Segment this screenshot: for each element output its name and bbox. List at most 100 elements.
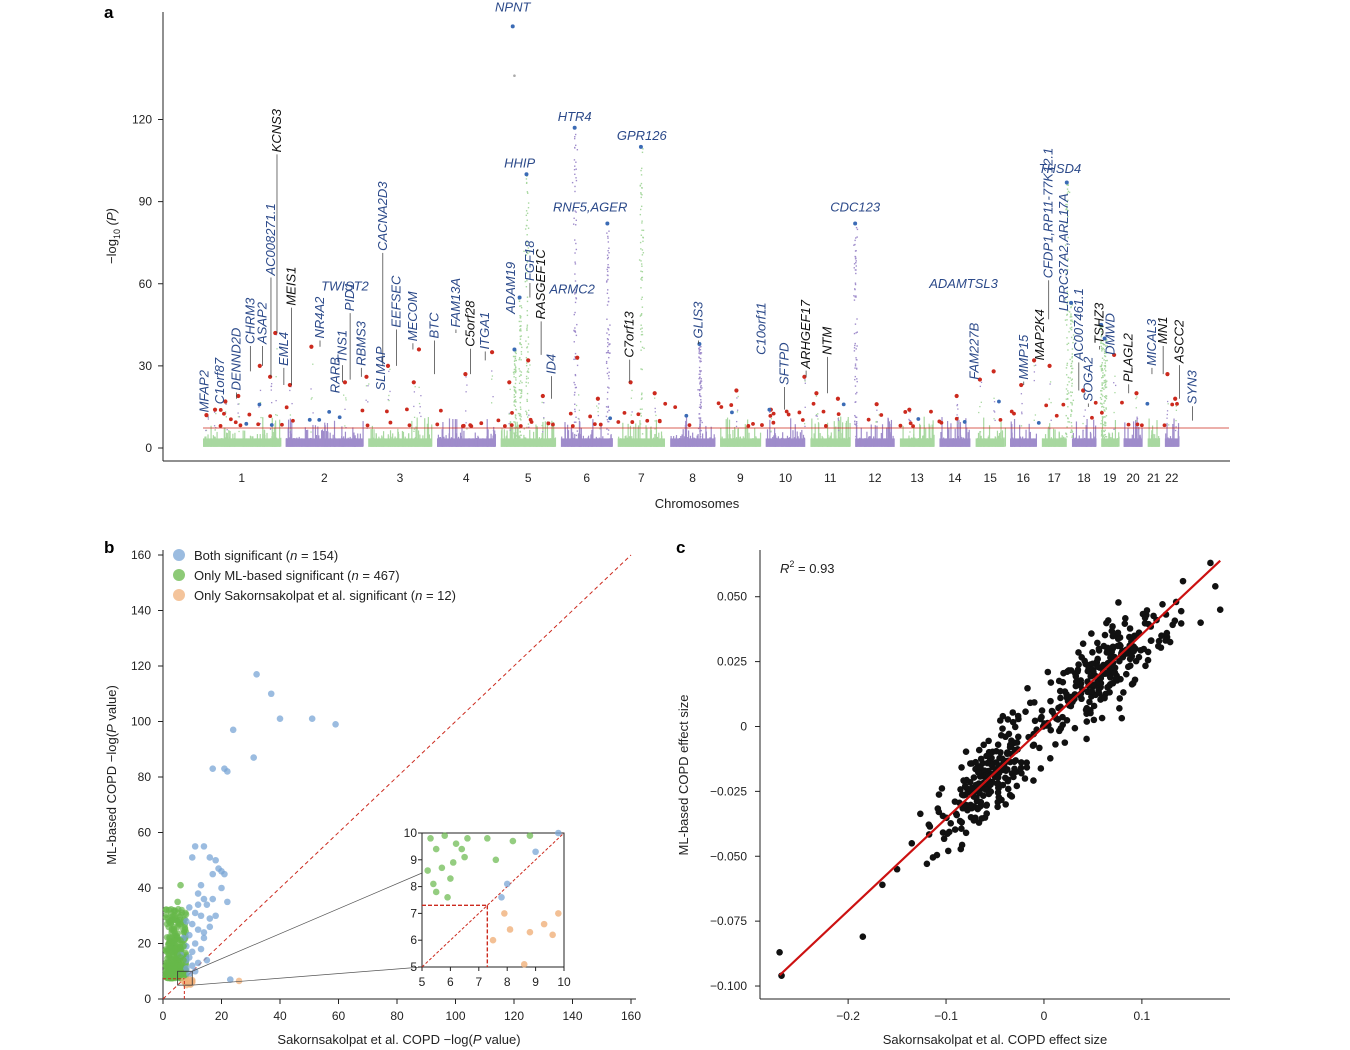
snp-point <box>1068 392 1070 394</box>
chromosome-tick-label: 14 <box>948 471 962 485</box>
lead-snp-point <box>802 374 807 379</box>
snp-column <box>441 429 443 447</box>
snp-point <box>855 272 857 275</box>
snp-column <box>371 425 373 447</box>
snp-column <box>838 420 840 447</box>
snp-point <box>607 406 609 409</box>
snp-point <box>1067 349 1069 351</box>
snp-column <box>1047 428 1049 447</box>
snp-point <box>1099 397 1102 399</box>
snp-point <box>1069 316 1071 318</box>
snp-point <box>1100 327 1103 329</box>
panel-b-points <box>162 671 339 999</box>
inset-ml-point <box>526 832 534 839</box>
both-point <box>183 965 190 972</box>
snp-column <box>1136 416 1138 447</box>
ml-point <box>180 942 187 950</box>
snp-column <box>997 435 999 447</box>
snp-point <box>525 214 528 217</box>
snp-point <box>575 248 578 251</box>
lead-snp-point <box>729 403 734 407</box>
snp-point <box>388 370 390 373</box>
snp-point <box>815 415 817 417</box>
effect-point <box>967 760 974 767</box>
snp-column <box>1085 425 1087 447</box>
snp-point <box>1066 203 1068 206</box>
snp-column <box>577 433 580 447</box>
chromosome-tick-label: 5 <box>525 471 532 485</box>
lead-snp-point <box>384 409 389 414</box>
snp-point <box>1065 272 1067 275</box>
snp-column <box>296 437 298 447</box>
effect-point <box>1044 668 1052 676</box>
effect-point <box>1097 674 1105 682</box>
legend-marker-both <box>173 549 185 561</box>
lead-snp-point <box>841 402 846 407</box>
snp-point <box>524 280 527 283</box>
snp-point <box>643 347 645 350</box>
both-point <box>186 931 193 939</box>
gene-label-c7orf13: C7orf13 <box>622 311 637 358</box>
snp-column <box>335 438 337 447</box>
snp-point <box>853 299 856 301</box>
snp-column <box>1124 422 1126 447</box>
snp-point <box>1100 370 1103 372</box>
gene-label-lrrc37a2-arl17a: LRRC37A2,ARL17A <box>1056 193 1071 311</box>
legend-label-sak: Only Sakornsakolpat et al. significant (… <box>194 588 456 603</box>
snp-point <box>608 344 610 346</box>
inset-both-point <box>555 829 562 837</box>
lead-snp-point <box>1165 371 1170 377</box>
snp-point <box>640 270 642 272</box>
snp-point <box>700 357 702 360</box>
snp-column <box>639 420 641 447</box>
snp-column <box>482 438 484 447</box>
lead-snp-point <box>257 402 262 407</box>
effect-point <box>1098 714 1106 722</box>
snp-column <box>518 435 520 447</box>
snp-column <box>333 437 336 447</box>
inset-sak-point <box>501 910 508 917</box>
both-point <box>224 768 231 775</box>
effect-point <box>1086 698 1093 706</box>
snp-column <box>372 437 374 447</box>
snp-column <box>870 438 872 447</box>
snp-point <box>606 304 609 306</box>
effect-point <box>1047 679 1055 686</box>
snp-point <box>597 410 599 413</box>
snp-point <box>1033 379 1035 382</box>
effect-point <box>967 801 975 809</box>
effect-point <box>1006 791 1014 799</box>
both-point <box>253 671 260 678</box>
snp-point <box>528 409 530 411</box>
snp-column <box>272 431 274 447</box>
y-tick-label: 0.050 <box>717 590 747 604</box>
effect-point <box>1157 644 1165 651</box>
snp-point <box>607 270 609 273</box>
y-tick-label: 140 <box>131 604 151 618</box>
snp-point <box>573 329 575 332</box>
snp-point <box>1105 352 1107 354</box>
effect-point <box>1047 755 1054 762</box>
effect-point <box>956 817 964 825</box>
x-tick-label: 40 <box>273 1009 287 1023</box>
snp-point <box>1071 410 1073 413</box>
effect-point <box>958 764 965 771</box>
snp-point <box>1100 342 1102 344</box>
snp-point <box>853 332 856 335</box>
snp-point <box>641 254 644 256</box>
both-point <box>203 956 211 964</box>
snp-column <box>1061 435 1063 447</box>
effect-point <box>1141 619 1149 627</box>
peak-lead-point <box>1064 180 1069 185</box>
snp-column <box>349 436 351 447</box>
snp-point <box>519 316 522 319</box>
snp-point <box>1066 426 1068 428</box>
snp-point <box>1175 426 1177 428</box>
snp-point <box>520 390 523 392</box>
snp-point <box>1100 398 1103 401</box>
snp-column <box>708 438 710 447</box>
snp-column <box>457 438 460 447</box>
snp-column <box>280 437 282 447</box>
snp-column <box>1024 438 1027 447</box>
panel-b-x-label-tail: value) <box>482 1032 521 1047</box>
